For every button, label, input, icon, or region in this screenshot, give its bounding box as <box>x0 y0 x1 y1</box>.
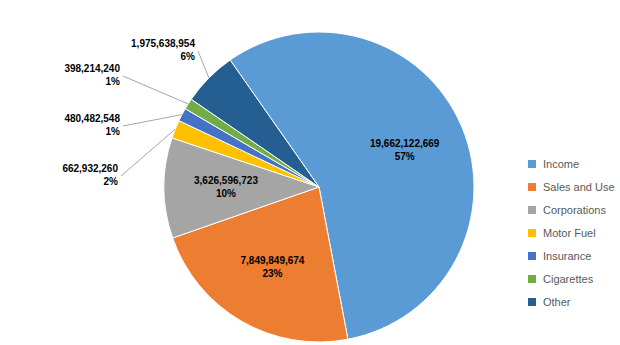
svg-text:480,482,548: 480,482,548 <box>64 113 120 124</box>
html-text:Motor Fuel: Motor Fuel <box>543 226 596 239</box>
html-text:Corporations: Corporations <box>543 203 606 216</box>
svg-text:3,626,596,723: 3,626,596,723 <box>194 175 258 186</box>
html-text:Income: Income <box>543 157 580 170</box>
svg-text:2%: 2% <box>104 176 119 187</box>
html-text:Sales and Use: Sales and Use <box>543 180 615 193</box>
svg-text:1,975,638,954: 1,975,638,954 <box>131 38 195 49</box>
svg-text:23%: 23% <box>262 268 282 279</box>
svg-text:19,662,122,669: 19,662,122,669 <box>370 138 440 149</box>
svg-text:662,932,260: 662,932,260 <box>62 163 118 174</box>
svg-text:1%: 1% <box>106 126 121 137</box>
html-text:Insurance: Insurance <box>543 249 592 262</box>
svg-text:1%: 1% <box>106 76 121 87</box>
svg-text:57%: 57% <box>395 151 415 162</box>
html-text:Cigarettes: Cigarettes <box>543 272 594 285</box>
svg-text:6%: 6% <box>181 51 196 62</box>
html-text:Other: Other <box>543 295 571 308</box>
svg-text:10%: 10% <box>216 188 236 199</box>
svg-text:7,849,849,674: 7,849,849,674 <box>240 255 304 266</box>
svg-text:398,214,240: 398,214,240 <box>64 63 120 74</box>
